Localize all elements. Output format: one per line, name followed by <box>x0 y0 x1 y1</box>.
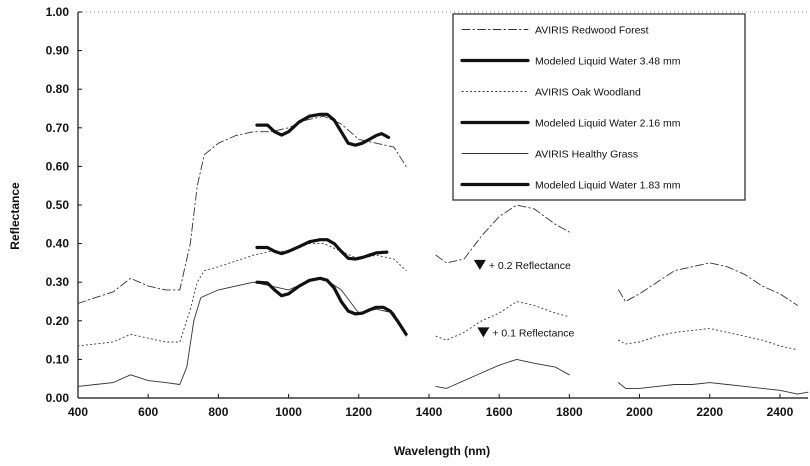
x-tick-label: 1200 <box>345 405 372 419</box>
legend-label: Modeled Liquid Water 1.83 mm <box>535 180 681 192</box>
y-tick-label: 0.30 <box>46 275 70 289</box>
x-axis-title: Wavelength (nm) <box>394 444 490 458</box>
series-line-segment <box>77 115 407 304</box>
down-triangle-icon <box>477 327 490 338</box>
annotations: + 0.2 Reflectance + 0.1 Reflectance <box>473 259 575 339</box>
down-triangle-icon <box>473 259 486 270</box>
x-tick-label: 2400 <box>767 405 794 419</box>
series-modeled-liquid-water-1-83-mm <box>255 276 408 336</box>
y-tick-label: 0.40 <box>46 237 70 251</box>
series-layer <box>77 112 809 395</box>
legend-entry: AVIRIS Healthy Grass <box>461 149 638 161</box>
series-line-segment <box>77 243 407 347</box>
legend-label: Modeled Liquid Water 3.48 mm <box>535 56 681 68</box>
x-tick-label: 1400 <box>416 405 443 419</box>
series-line-segment <box>435 358 570 389</box>
x-tick-label: 1600 <box>486 405 513 419</box>
legend-label: AVIRIS Redwood Forest <box>535 25 649 37</box>
series-aviris-healthy-grass <box>77 277 809 395</box>
series-aviris-oak-woodland <box>77 243 798 351</box>
y-tick-label: 0.50 <box>46 198 70 212</box>
legend-entry: AVIRIS Redwood Forest <box>461 25 649 37</box>
x-tick-label: 400 <box>68 405 88 419</box>
annotation-text: + 0.1 Reflectance <box>492 327 574 339</box>
y-tick-label: 0.60 <box>46 159 70 173</box>
annotation: + 0.1 Reflectance <box>477 327 575 339</box>
legend-box <box>452 13 746 201</box>
y-axis-title: Reflectance <box>8 182 22 250</box>
legend-label: AVIRIS Oak Woodland <box>535 87 641 99</box>
series-modeled-liquid-water-2-16-mm <box>255 238 389 261</box>
legend: AVIRIS Redwood Forest Modeled Liquid Wate… <box>452 13 746 201</box>
annotation-text: + 0.2 Reflectance <box>489 260 571 272</box>
legend-entry: Modeled Liquid Water 1.83 mm <box>460 180 681 192</box>
x-tick-label: 2000 <box>626 405 653 419</box>
x-tick-label: 1000 <box>275 405 302 419</box>
series-line-segment <box>255 276 408 336</box>
series-aviris-redwood-forest <box>77 115 798 306</box>
y-tick-label: 0.10 <box>46 352 70 366</box>
legend-entry: Modeled Liquid Water 3.48 mm <box>460 56 681 68</box>
series-line-segment <box>435 204 570 264</box>
annotation: + 0.2 Reflectance <box>473 259 571 272</box>
series-line-segment <box>77 277 407 387</box>
series-line-segment <box>618 262 798 306</box>
x-tick-label: 600 <box>138 405 158 419</box>
legend-label: Modeled Liquid Water 2.16 mm <box>535 118 681 130</box>
x-tick-label: 1800 <box>556 405 583 419</box>
series-line-segment <box>255 112 391 147</box>
series-line-segment <box>255 238 389 261</box>
series-modeled-liquid-water-3-48-mm <box>255 112 391 147</box>
x-tick-label: 800 <box>208 405 228 419</box>
y-tick-label: 0.00 <box>46 391 70 405</box>
y-tick-label: 0.80 <box>46 82 70 96</box>
y-tick-label: 0.70 <box>46 121 70 135</box>
series-line-segment <box>618 328 798 351</box>
legend-label: AVIRIS Healthy Grass <box>535 149 638 161</box>
x-axis: 400 600 800 1000 1200 1400 1600 1800 2000 2200 240… <box>68 394 794 419</box>
y-tick-label: 1.00 <box>46 5 70 19</box>
y-tick-label: 0.90 <box>46 44 70 58</box>
series-line-segment <box>435 301 570 341</box>
series-line-segment <box>618 382 809 395</box>
x-tick-label: 2200 <box>696 405 723 419</box>
y-tick-label: 0.20 <box>46 314 70 328</box>
legend-entry: Modeled Liquid Water 2.16 mm <box>460 118 681 130</box>
legend-entry: AVIRIS Oak Woodland <box>461 87 641 99</box>
y-axis: 0.00 0.10 0.20 0.30 0.40 0.50 0.60 0.70 0.80 0.90… <box>46 5 82 405</box>
